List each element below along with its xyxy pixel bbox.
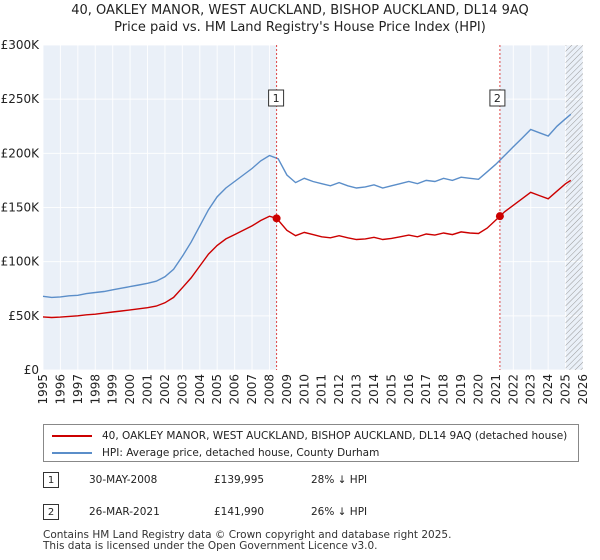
x-tick-label: 2020	[471, 374, 485, 405]
y-tick-label: £50K	[8, 309, 40, 323]
transaction-marker-label: 2	[494, 92, 501, 105]
highlight-band-layer	[276, 45, 583, 370]
x-tick-label: 2004	[193, 374, 207, 405]
y-tick-label: £150K	[1, 201, 41, 215]
forecast-hatch-region	[565, 45, 583, 370]
series-layer	[42, 113, 572, 319]
y-tick-label: £300K	[1, 38, 41, 52]
x-tick-label: 2025	[559, 374, 573, 405]
x-tick-label: 2026	[576, 374, 590, 405]
x-tick-label: 1995	[36, 374, 50, 405]
x-tick-label: 2011	[315, 374, 329, 405]
transaction-number-badge: 1	[43, 472, 59, 488]
x-tick-label: 1999	[106, 374, 120, 405]
transaction-marker-box	[489, 89, 506, 107]
x-tick-label: 2007	[245, 374, 259, 405]
x-tick-label: 2002	[158, 374, 172, 405]
x-tick-label: 2016	[402, 374, 416, 405]
legend-item-hpi: HPI: Average price, detached house, Coun…	[52, 445, 379, 461]
legend-label-property: 40, OAKLEY MANOR, WEST AUCKLAND, BISHOP …	[102, 430, 568, 442]
x-tick-label: 2021	[489, 374, 503, 405]
table-row: 1 30-MAY-2008 £139,995 28% ↓ HPI	[43, 472, 583, 490]
y-tick-label: £0	[24, 363, 39, 377]
x-tick-label: 2009	[280, 374, 294, 405]
x-tick-label: 2000	[123, 374, 137, 405]
x-tick-label: 2019	[454, 374, 468, 405]
transaction-number-badge: 2	[43, 504, 59, 520]
x-tick-label: 2013	[350, 374, 364, 405]
title-line-1: 40, OAKLEY MANOR, WEST AUCKLAND, BISHOP …	[71, 3, 529, 18]
x-tick-label: 2012	[332, 374, 346, 405]
transaction-hpi-diff: 28% ↓ HPI	[311, 474, 368, 486]
x-tick-label: 2005	[210, 374, 224, 405]
transaction-point	[495, 212, 504, 221]
legend-label-hpi: HPI: Average price, detached house, Coun…	[102, 447, 380, 459]
x-tick-label: 1998	[88, 374, 102, 405]
footer-copyright: Contains HM Land Registry data © Crown c…	[43, 529, 452, 541]
legend-swatch-property	[52, 435, 92, 437]
transaction-marker-box	[268, 89, 285, 107]
transaction-date: 26-MAR-2021	[89, 506, 160, 518]
axis-layer: £0 £50K £100K £150K £200K £250K £300K 1995 1996 1…	[1, 38, 590, 405]
x-tick-label: 2023	[524, 374, 538, 405]
x-tick-label: 2024	[541, 374, 555, 405]
y-tick-label: £100K	[1, 255, 41, 269]
transaction-price: £141,990	[214, 506, 265, 518]
x-tick-label: 2017	[419, 374, 433, 405]
x-tick-label: 2001	[141, 374, 155, 405]
y-tick-label: £250K	[1, 92, 41, 106]
table-row: 2 26-MAR-2021 £141,990 26% ↓ HPI	[43, 504, 583, 522]
x-tick-label: 2010	[297, 374, 311, 405]
legend-swatch-hpi	[52, 452, 92, 454]
footer: Contains HM Land Registry data © Crown c…	[43, 530, 593, 552]
x-tick-label: 2006	[228, 374, 242, 405]
title-line-2: Price paid vs. HM Land Registry's House …	[114, 20, 486, 35]
x-tick-label: 2014	[367, 374, 381, 405]
transaction-price: £139,995	[214, 474, 265, 486]
transaction-hpi-diff: 26% ↓ HPI	[311, 506, 368, 518]
y-tick-label: £200K	[1, 146, 41, 160]
chart-title: 40, OAKLEY MANOR, WEST AUCKLAND, BISHOP …	[0, 2, 600, 36]
highlight-band	[276, 45, 500, 370]
hpi-series-line	[42, 113, 572, 299]
footer-licence: This data is licensed under the Open Gov…	[43, 540, 378, 552]
x-tick-label: 2015	[384, 374, 398, 405]
legend: 40, OAKLEY MANOR, WEST AUCKLAND, BISHOP …	[43, 424, 579, 462]
transaction-date: 30-MAY-2008	[89, 474, 158, 486]
x-tick-label: 1997	[71, 374, 85, 405]
property-series-line	[42, 179, 572, 319]
legend-item-property: 40, OAKLEY MANOR, WEST AUCKLAND, BISHOP …	[52, 428, 567, 444]
x-tick-label: 2022	[506, 374, 520, 405]
transaction-marker-label: 1	[273, 92, 280, 105]
transaction-point	[272, 214, 281, 223]
x-tick-label: 2018	[437, 374, 451, 405]
x-tick-label: 2003	[175, 374, 189, 405]
x-tick-label: 2008	[262, 374, 276, 405]
x-tick-label: 1996	[53, 374, 67, 405]
